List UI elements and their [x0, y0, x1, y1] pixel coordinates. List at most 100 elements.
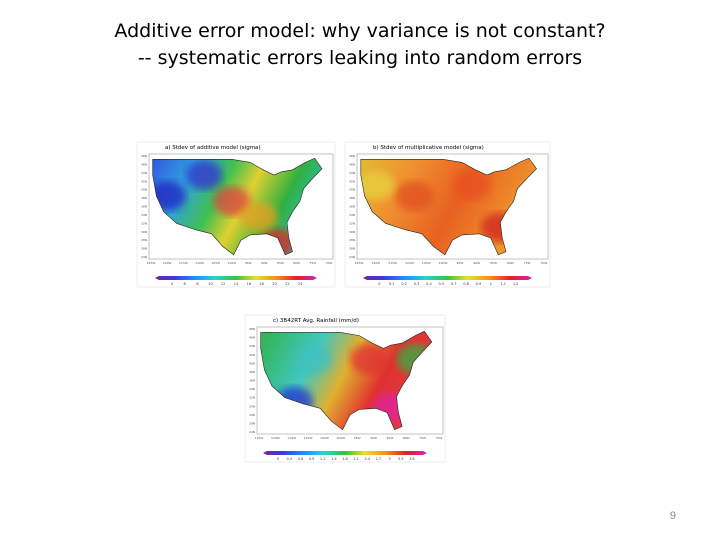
map-blob	[395, 181, 434, 211]
colorbar-label: 12	[221, 282, 225, 286]
colorbar-label: 0.8	[463, 282, 469, 286]
lat-label: 34N	[249, 387, 255, 391]
lat-label: 24N	[249, 430, 255, 434]
lon-label: 115W	[388, 261, 397, 265]
colorbar-label: 0.3	[286, 457, 292, 461]
lon-label: 90W	[370, 436, 377, 440]
colorbar-label: 1.2	[513, 282, 519, 286]
lon-label: 85W	[277, 261, 284, 265]
colorbar-label: 1.5	[331, 457, 337, 461]
map-outline	[360, 157, 537, 256]
lon-label: 85W	[490, 261, 497, 265]
colorbar-label: 1.1	[500, 282, 506, 286]
lat-label: 46N	[141, 162, 147, 166]
colorbar-label: 3	[388, 457, 390, 461]
lon-label: 95W	[354, 436, 361, 440]
title-line: Additive error model: why variance is no…	[114, 20, 606, 42]
lon-label: 105W	[422, 261, 431, 265]
lon-label: 120W	[163, 261, 172, 265]
lat-label: 34N	[141, 213, 147, 217]
lon-label: 110W	[405, 261, 414, 265]
lon-label: 75W	[524, 261, 531, 265]
lon-label: 70W	[541, 261, 548, 265]
lat-label: 42N	[349, 179, 355, 183]
colorbar-label: 0.6	[298, 457, 304, 461]
colorbar-label: 2.1	[353, 457, 359, 461]
colorbar-label: 22	[285, 282, 289, 286]
lon-label: 100W	[228, 261, 237, 265]
colorbar-label: 1.2	[320, 457, 326, 461]
lon-label: 105W	[211, 261, 220, 265]
colorbar-label: 0.1	[389, 282, 395, 286]
lon-label: 105W	[320, 436, 329, 440]
colorbar-label: 3.6	[409, 457, 415, 461]
lon-label: 90W	[473, 261, 480, 265]
lat-label: 36N	[349, 205, 355, 209]
lat-label: 48N	[349, 154, 355, 158]
colorbar-label: 0.2	[401, 282, 407, 286]
title-line: -- systematic errors leaking into random…	[137, 47, 583, 69]
map-outline	[152, 157, 323, 256]
lon-label: 80W	[403, 436, 410, 440]
lat-label: 48N	[249, 327, 255, 331]
lon-label: 115W	[287, 436, 296, 440]
lon-label: 75W	[309, 261, 316, 265]
lat-label: 28N	[141, 238, 147, 242]
colorbar-label: 2.4	[364, 457, 370, 461]
colorbar-label: 4	[171, 282, 174, 286]
lat-label: 26N	[249, 421, 255, 425]
lon-label: 90W	[261, 261, 268, 265]
colorbar-label: 16	[247, 282, 251, 286]
lat-label: 46N	[249, 336, 255, 340]
lon-label: 95W	[245, 261, 252, 265]
colorbar-label: 0.4	[426, 282, 432, 286]
lon-label: 75W	[419, 436, 426, 440]
colorbar-label: 1	[490, 282, 492, 286]
colorbar	[263, 451, 427, 455]
colorbar-label: 0.5	[439, 282, 445, 286]
panel-title: a) Stdev of additive model (sigma)	[165, 145, 261, 151]
lat-label: 38N	[249, 370, 255, 374]
lat-label: 24N	[349, 255, 355, 259]
colorbar-label: 0.9	[309, 457, 315, 461]
colorbar-label: 8	[196, 282, 198, 286]
lat-label: 32N	[349, 221, 355, 225]
lon-label: 95W	[457, 261, 464, 265]
colorbar-label: 24	[298, 282, 303, 286]
lat-label: 26N	[141, 247, 147, 251]
colorbar	[155, 276, 317, 280]
lat-label: 42N	[141, 179, 147, 183]
lon-label: 100W	[439, 261, 448, 265]
colorbar-label: 0	[277, 457, 279, 461]
lat-label: 30N	[349, 230, 355, 234]
lat-label: 38N	[141, 196, 147, 200]
colorbar-label: 3.3	[398, 457, 404, 461]
panel-title: c) 3B42RT Avg. Rainfall (mm/d)	[273, 318, 359, 324]
map-blob	[185, 160, 223, 190]
lon-label: 110W	[195, 261, 204, 265]
lat-label: 38N	[349, 196, 355, 200]
colorbar-label: 14	[234, 282, 239, 286]
colorbar-label: 6	[184, 282, 186, 286]
lon-label: 100W	[336, 436, 345, 440]
map-panel: c) 3B42RT Avg. Rainfall (mm/d) 48N 46N 44N 4…	[244, 314, 446, 463]
map-panel: a) Stdev of additive model (sigma) 48N 46N…	[136, 141, 336, 288]
lat-label: 44N	[141, 171, 147, 175]
lon-label: 110W	[304, 436, 313, 440]
map-blob	[452, 170, 491, 201]
lon-label: 115W	[179, 261, 188, 265]
colorbar-label: 18	[259, 282, 263, 286]
lat-label: 40N	[249, 361, 255, 365]
lat-label: 32N	[141, 221, 147, 225]
map-blob	[294, 344, 332, 375]
lat-label: 36N	[249, 379, 255, 383]
colorbar-label: 1.8	[342, 457, 348, 461]
lat-label: 32N	[249, 396, 255, 400]
lat-label: 28N	[249, 413, 255, 417]
lat-label: 30N	[249, 404, 255, 408]
lon-label: 125W	[255, 436, 264, 440]
lat-label: 48N	[141, 154, 147, 158]
lon-label: 70W	[436, 436, 443, 440]
